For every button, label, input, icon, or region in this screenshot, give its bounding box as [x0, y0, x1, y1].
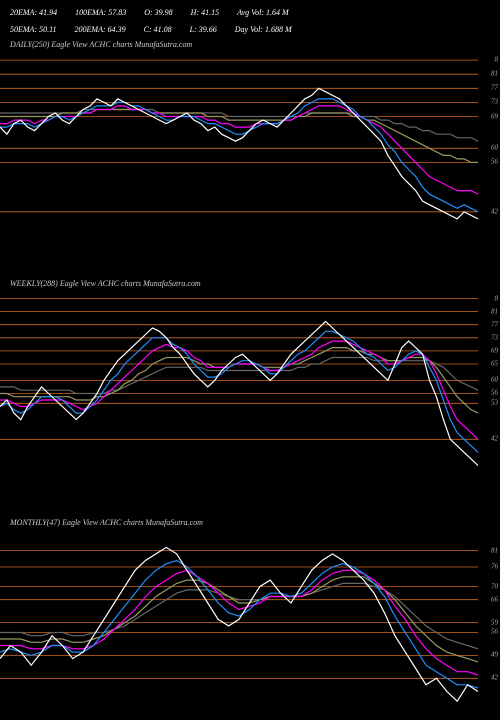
y-label: 42	[491, 436, 498, 443]
chart-svg	[0, 53, 500, 233]
chart-svg	[0, 292, 500, 472]
stat-item: 200EMA: 64.39	[75, 25, 126, 34]
header-row-2: 50EMA: 50.11 200EMA: 64.39 C: 41.08 L: 39.6…	[0, 17, 500, 34]
y-label: 77	[491, 85, 498, 92]
y-label: 8	[495, 295, 499, 302]
ema20-line	[0, 99, 478, 212]
y-label: 81	[491, 71, 498, 78]
stat-item: Day Vol: 1.688 M	[235, 25, 292, 34]
y-label: 42	[491, 675, 498, 682]
y-label: 56	[491, 390, 498, 397]
stat-item: O: 39.98	[144, 8, 172, 17]
y-label: 42	[491, 208, 498, 215]
stat-item: L: 39.66	[190, 25, 217, 34]
y-label: 69	[491, 113, 498, 120]
chart-panel: 8 81 77 73 69 65 60 56 53 42	[0, 292, 500, 472]
chart-title: WEEKLY(288) Eagle View ACHC charts Munaf…	[0, 273, 500, 292]
ema100-line	[0, 110, 478, 163]
stat-item: Avg Vol: 1.64 M	[237, 8, 289, 17]
y-label: 56	[491, 629, 498, 636]
y-label: 69	[491, 347, 498, 354]
y-label: 81	[491, 547, 498, 554]
y-label: 77	[491, 321, 498, 328]
ema20-line	[0, 561, 478, 689]
y-label: 73	[491, 99, 498, 106]
y-label: 70	[491, 583, 498, 590]
y-label: 59	[491, 619, 498, 626]
y-label: 81	[491, 308, 498, 315]
stat-item: 100EMA: 57.83	[75, 8, 126, 17]
chart-panel: 8 81 77 73 69 60 56 42	[0, 53, 500, 233]
y-label: 53	[491, 400, 498, 407]
y-label: 73	[491, 334, 498, 341]
y-label: 65	[491, 361, 498, 368]
stat-item: 50EMA: 50.11	[10, 25, 57, 34]
chart-panel: 81 76 70 66 59 56 49 42	[0, 531, 500, 711]
chart-svg	[0, 531, 500, 711]
stat-item: H: 41.15	[191, 8, 219, 17]
y-label: 49	[491, 652, 498, 659]
y-label: 60	[491, 145, 498, 152]
chart-title: DAILY(250) Eagle View ACHC charts Munafa…	[0, 34, 500, 53]
stat-item: 20EMA: 41.94	[10, 8, 57, 17]
y-label: 56	[491, 159, 498, 166]
panels-container: DAILY(250) Eagle View ACHC charts Munafa…	[0, 34, 500, 711]
y-label: 8	[495, 57, 499, 64]
stat-item: C: 41.08	[144, 25, 172, 34]
y-label: 66	[491, 596, 498, 603]
y-label: 60	[491, 377, 498, 384]
header-row-1: 20EMA: 41.94 100EMA: 57.83 O: 39.98 H: 41.1…	[0, 0, 500, 17]
y-label: 76	[491, 564, 498, 571]
chart-title: MONTHLY(47) Eagle View ACHC charts Munaf…	[0, 512, 500, 531]
